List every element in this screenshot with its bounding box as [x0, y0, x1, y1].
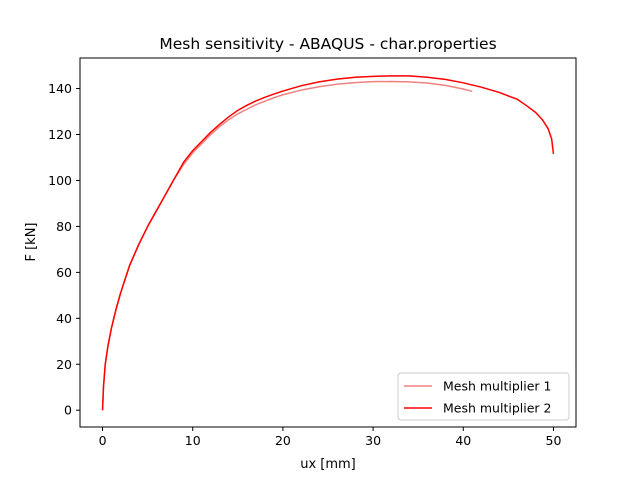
x-axis: 0 10 20 30 40 50: [99, 427, 562, 448]
series-line-mesh-multiplier-1: [101, 80, 473, 411]
x-tick-label: 0: [99, 433, 107, 448]
x-tick-label: 20: [275, 433, 291, 448]
y-tick-label: 60: [56, 265, 72, 280]
x-tick-label: 40: [455, 433, 471, 448]
x-tick-label: 10: [185, 433, 201, 448]
y-axis-label: F [kN]: [24, 222, 39, 261]
plot-area: [101, 75, 555, 411]
series-line-mesh-multiplier-2: [101, 75, 555, 411]
y-tick-label: 100: [48, 173, 72, 188]
y-axis: 0 20 40 60 80 100 120 140: [48, 81, 80, 418]
legend: Mesh multiplier 1 Mesh multiplier 2: [397, 372, 570, 421]
y-tick-label: 0: [64, 403, 72, 418]
legend-label-mesh-multiplier-2: Mesh multiplier 2: [443, 401, 551, 416]
y-tick-label: 40: [56, 311, 72, 326]
legend-box: [397, 372, 570, 421]
axes-frame: [79, 57, 577, 428]
legend-label-mesh-multiplier-1: Mesh multiplier 1: [443, 379, 551, 394]
x-tick-label: 50: [546, 433, 562, 448]
chart-title: Mesh sensitivity - ABAQUS - char.propert…: [159, 35, 496, 53]
x-tick-label: 30: [365, 433, 381, 448]
y-tick-label: 140: [48, 81, 72, 96]
y-tick-label: 120: [48, 127, 72, 142]
y-tick-label: 80: [56, 219, 72, 234]
x-axis-label: ux [mm]: [300, 457, 356, 472]
y-tick-label: 20: [56, 357, 72, 372]
